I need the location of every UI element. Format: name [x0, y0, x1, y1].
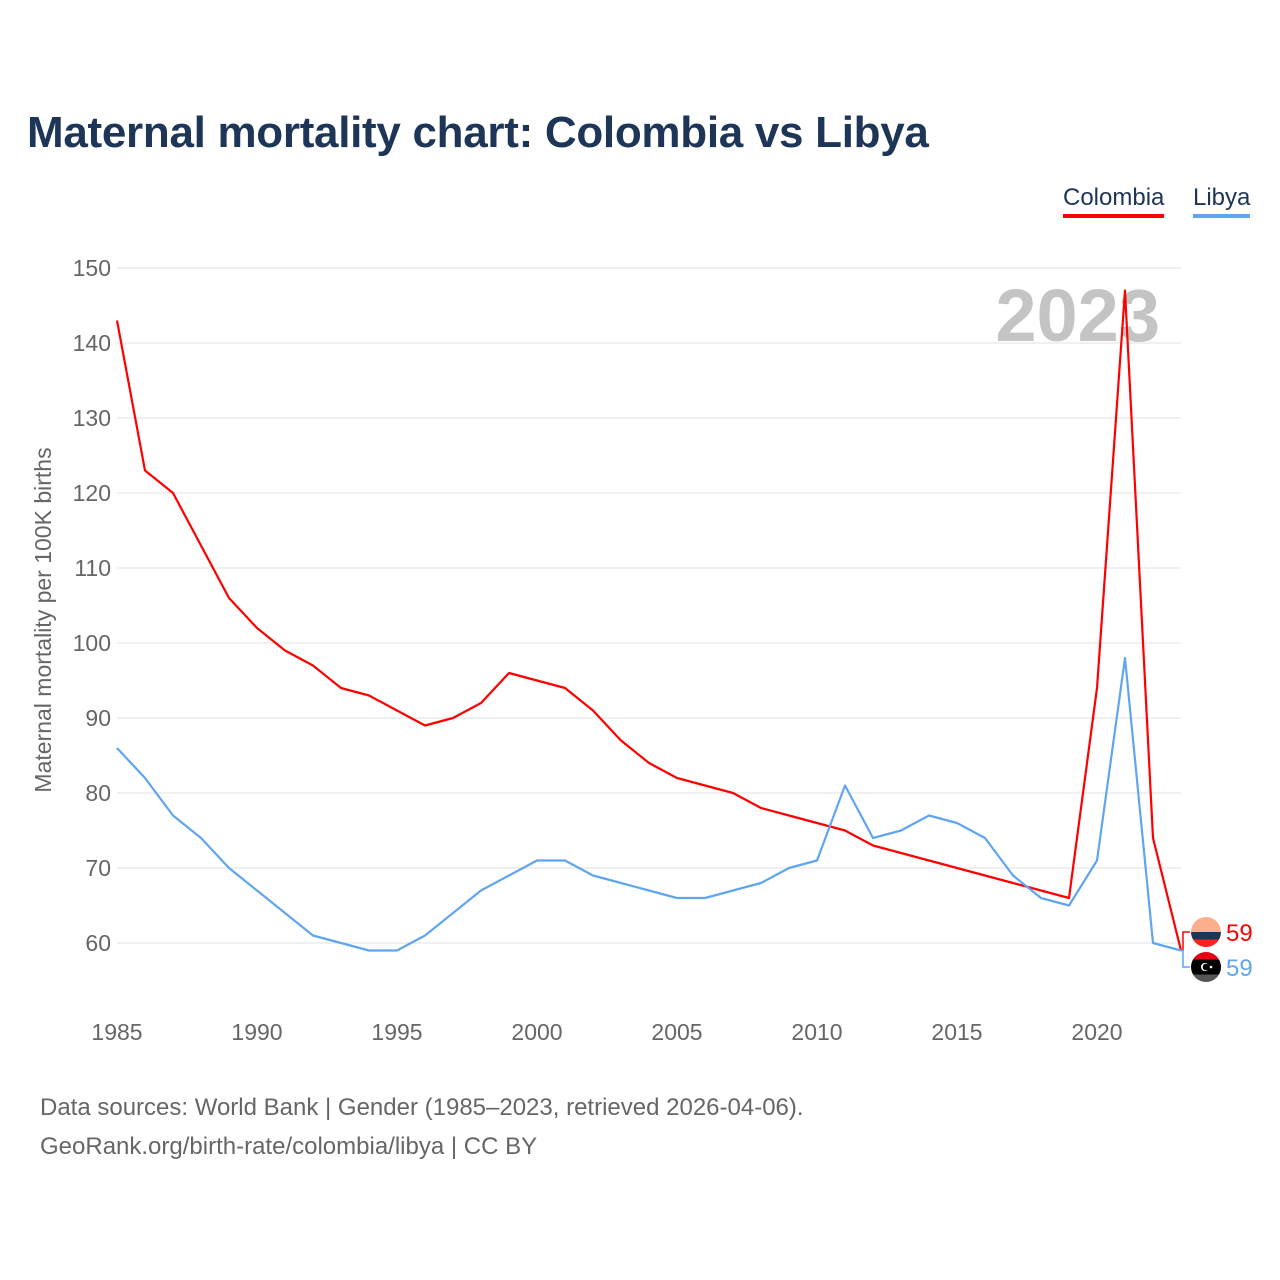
x-tick-label: 2015: [931, 1019, 982, 1045]
y-tick-label: 90: [85, 705, 111, 731]
y-tick-label: 140: [73, 330, 111, 356]
y-tick-label: 110: [74, 555, 111, 581]
legend-libya[interactable]: Libya: [1193, 184, 1251, 218]
y-tick-label: 130: [73, 405, 111, 431]
source-link[interactable]: GeoRank.org/birth-rate/colombia/libya | …: [40, 1133, 538, 1160]
y-tick-label: 80: [85, 780, 111, 806]
source-text: Data sources: World Bank | Gender (1985–…: [40, 1094, 804, 1121]
end-connector: [1181, 949, 1190, 968]
x-tick-label: 1995: [371, 1019, 422, 1045]
x-tick-label: 2010: [791, 1019, 842, 1045]
x-tick-label: 1990: [231, 1019, 282, 1045]
libya-flag-icon: [1191, 952, 1221, 982]
end-value-label: 59: [1226, 920, 1253, 947]
x-tick-label: 1985: [91, 1019, 142, 1045]
end-connector: [1181, 931, 1190, 952]
y-tick-label: 70: [85, 855, 111, 881]
series-line-colombia[interactable]: [115, 289, 1183, 951]
y-tick-label: 150: [73, 255, 111, 281]
year-watermark: 2023: [995, 274, 1160, 357]
end-value-label: 59: [1226, 955, 1253, 982]
x-tick-label: 2005: [651, 1019, 702, 1045]
colombia-flag-icon: [1191, 917, 1221, 947]
y-tick-label: 100: [73, 630, 111, 656]
series-line-libya[interactable]: [116, 656, 1182, 952]
x-tick-label: 2020: [1071, 1019, 1122, 1045]
chart-title: Maternal mortality chart: Colombia vs Li…: [27, 108, 929, 157]
y-tick-label: 120: [73, 480, 111, 506]
y-tick-label: 60: [85, 930, 111, 956]
footer: Data sources: World Bank | Gender (1985–…: [40, 1088, 804, 1166]
legend-colombia[interactable]: Colombia: [1063, 184, 1165, 218]
y-axis-label: Maternal mortality per 100K births: [30, 447, 56, 792]
x-tick-label: 2000: [511, 1019, 562, 1045]
